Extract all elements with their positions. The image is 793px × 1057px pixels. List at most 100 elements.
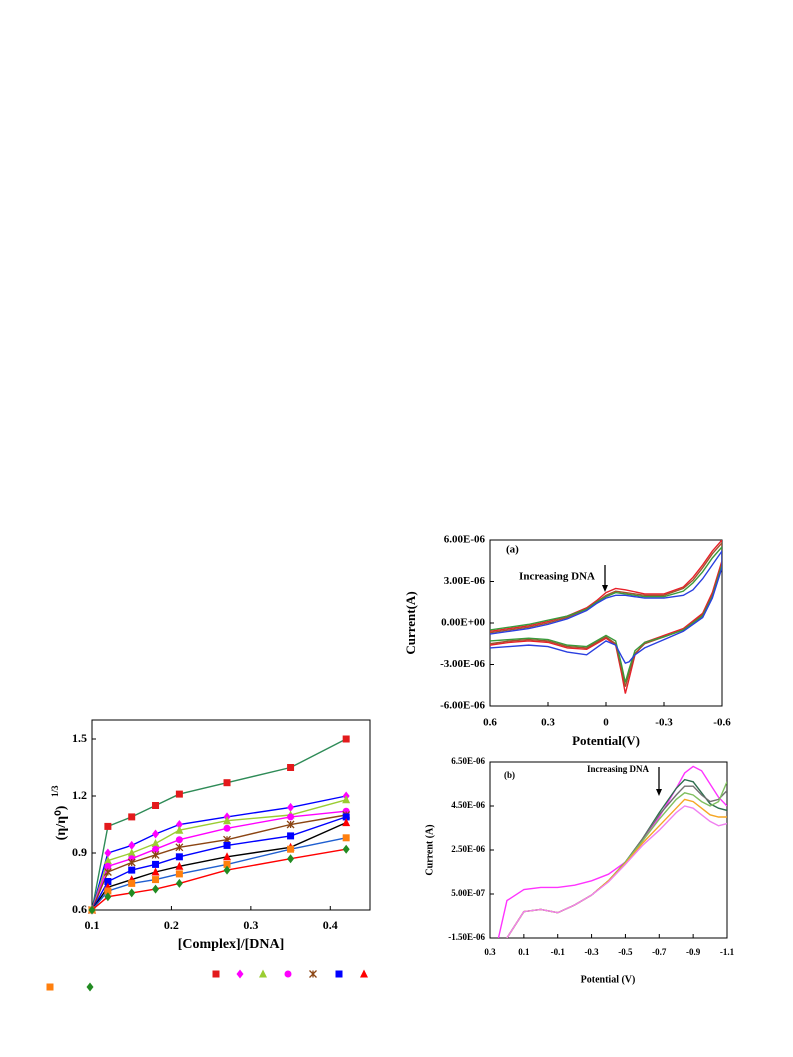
y-tick-label: 6.00E-06: [444, 534, 486, 546]
marker: [175, 843, 184, 852]
marker: [223, 852, 232, 861]
series-line: [490, 549, 722, 664]
legend-marker: [212, 970, 220, 978]
marker: [104, 878, 112, 885]
marker: [128, 879, 136, 887]
annotation: Increasing DNA: [587, 764, 650, 774]
marker: [223, 865, 231, 875]
marker: [152, 860, 160, 868]
marker: [103, 856, 112, 865]
marker: [104, 887, 112, 895]
x-tick-label: 0.3: [243, 918, 258, 932]
y-tick-label: 6.50E-06: [451, 756, 485, 766]
series-line: [497, 765, 727, 938]
x-tick-label: -0.1: [551, 947, 566, 957]
annotation-arrowhead: [602, 585, 608, 592]
marker: [223, 779, 231, 787]
legend-marker: [46, 983, 54, 991]
plot-frame: [489, 539, 723, 707]
plot-frame: [91, 719, 371, 911]
marker: [342, 818, 351, 827]
series-line: [506, 781, 727, 938]
y-axis-label: (η/η⁰): [54, 805, 69, 840]
marker: [175, 820, 183, 829]
x-tick-label: 0.3: [484, 947, 496, 957]
marker: [286, 820, 295, 829]
x-axis-label: Potential (V): [581, 974, 636, 985]
y-tick-label: 0.9: [72, 845, 87, 859]
series-line: [92, 795, 347, 910]
x-axis-label: [Complex]/[DNA]: [178, 937, 285, 952]
marker: [342, 735, 350, 743]
marker: [342, 813, 350, 821]
marker: [342, 795, 351, 804]
x-tick-label: 0.3: [541, 717, 555, 729]
x-tick-label: -0.3: [655, 717, 673, 729]
marker: [287, 802, 295, 812]
marker: [151, 867, 160, 876]
marker: [175, 878, 183, 888]
marker: [152, 845, 160, 853]
series-line: [92, 738, 347, 910]
chart: -1.50E-06 5.00E-07 2.50E-06 4.50E-06 6.50E-0…: [424, 756, 734, 985]
marker: [342, 844, 350, 854]
chart: -6.00E-06 -3.00E-06 0.00E+00 3.00E-06 6.00E-…: [403, 534, 731, 748]
y-axis-label-group: Current(A): [403, 591, 418, 654]
legend-marker: [284, 970, 292, 978]
marker: [287, 813, 295, 821]
series-line: [92, 816, 347, 910]
y-tick-label: 0.6: [72, 902, 87, 916]
marker: [223, 816, 232, 825]
marker: [152, 829, 160, 839]
y-tick-label: 4.50E-06: [451, 800, 485, 810]
marker: [223, 860, 231, 868]
x-tick-label: -0.6: [713, 717, 731, 729]
x-tick-label: 0.1: [85, 918, 100, 932]
y-tick-label: -3.00E-06: [440, 658, 485, 670]
y-tick-label: 1.2: [72, 788, 87, 802]
x-axis-label: Potential(V): [572, 733, 640, 748]
x-tick-label: -1.1: [720, 947, 735, 957]
marker: [127, 858, 136, 867]
marker: [287, 764, 295, 771]
marker: [287, 832, 295, 840]
legend-marker: [236, 969, 244, 979]
legend-marker: [309, 970, 317, 978]
series-line: [490, 540, 722, 694]
y-axis-label: Current (A): [424, 824, 435, 875]
marker: [128, 888, 136, 898]
annotation: Increasing DNA: [519, 571, 595, 583]
x-tick-label: 0.1: [518, 947, 530, 957]
annotation-arrowhead: [656, 789, 662, 796]
series-line: [490, 541, 722, 687]
marker: [175, 825, 184, 834]
marker: [128, 840, 136, 850]
marker: [342, 834, 350, 842]
series-line: [92, 848, 347, 910]
marker: [104, 848, 112, 858]
chart: 0.6 0.9 1.2 1.5 0.1 0.2 0.3 0.4 [Complex]/[DNA] (…: [46, 719, 371, 992]
marker: [151, 850, 160, 859]
marker: [103, 868, 112, 876]
legend-marker: [335, 970, 343, 978]
marker: [151, 839, 160, 847]
series-line: [92, 810, 347, 910]
panel-label: (b): [504, 770, 515, 780]
marker: [175, 861, 184, 870]
y-tick-label: 1.5: [72, 731, 87, 745]
y-axis-label-exponent: 1/3: [50, 785, 60, 797]
marker: [127, 848, 136, 857]
marker: [287, 854, 295, 864]
x-tick-label: -0.7: [652, 947, 667, 957]
series-line: [490, 545, 722, 683]
legend-marker: [86, 982, 94, 992]
marker: [152, 884, 160, 894]
x-tick-label: 0.2: [164, 918, 179, 932]
y-axis-label: Current(A): [403, 591, 418, 654]
marker: [175, 836, 183, 844]
x-tick-label: 0.6: [483, 717, 497, 729]
y-tick-label: -6.00E-06: [440, 700, 485, 712]
x-tick-label: -0.9: [686, 947, 701, 957]
marker: [152, 802, 160, 809]
